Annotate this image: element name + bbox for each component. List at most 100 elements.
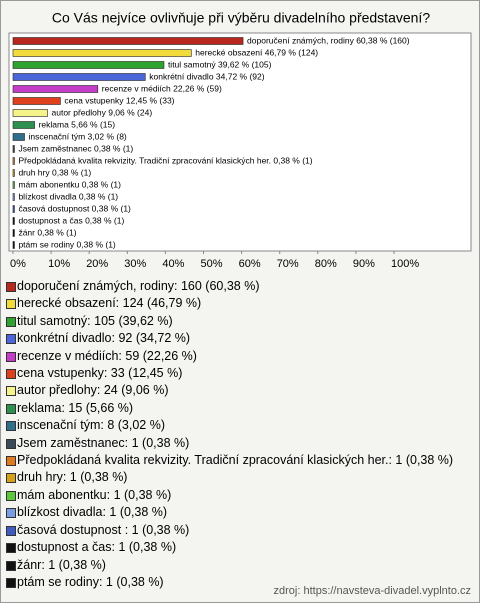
data-label: autor předlohy 9,06 % (24) [52,107,153,117]
bar [12,193,15,201]
x-tick-label: 80% [315,258,337,270]
bar [12,73,146,81]
legend-label: autor předlohy: 24 (9,06 %) [17,383,169,398]
legend-item: recenze v médiích: 59 (22,26 %) [5,348,471,365]
x-tick-label: 100% [391,258,419,270]
chart: Co Vás nejvíce ovlivňuje při výběru diva… [8,10,472,270]
bar [12,169,15,177]
x-tick-label: 30% [124,258,146,270]
data-label: mám abonentku 0,38 % (1) [18,179,121,189]
plot-frame [8,32,472,252]
legend-item: ptám se rodiny: 1 (0,38 %) [5,574,471,591]
legend-label: recenze v médiích: 59 (22,26 %) [17,348,197,363]
data-label: žánr 0,38 % (1) [18,227,76,237]
data-label: dostupnost a čas 0,38 % (1) [18,215,124,225]
legend-swatch [6,473,16,484]
legend-item: blízkost divadla: 1 (0,38 %) [5,504,471,521]
x-tick-label: 10% [48,258,70,270]
legend-swatch [6,369,16,380]
x-tick-label: 20% [86,258,108,270]
bar [12,205,15,213]
legend-item: autor předlohy: 24 (9,06 %) [5,382,471,399]
legend-swatch [6,490,16,501]
legend-label: žánr: 1 (0,38 %) [17,557,106,572]
bar [12,157,15,165]
legend-label: druh hry: 1 (0,38 %) [17,470,128,485]
bar [12,145,15,153]
bar [12,61,165,69]
data-label: reklama 5,66 % (15) [39,119,116,129]
bar [12,109,48,117]
legend-swatch [6,282,16,292]
legend-label: dostupnost a čas: 1 (0,38 %) [17,540,177,555]
x-tick-label: 50% [201,258,223,270]
x-tick-label: 40% [162,258,184,270]
legend-swatch [6,525,16,536]
x-tick-label: 60% [239,258,261,270]
legend-label: mám abonentku: 1 (0,38 %) [17,487,172,502]
bar [12,241,15,249]
data-label: doporučení známých, rodiny 60,38 % (160) [247,35,410,45]
legend-item: reklama: 15 (5,66 %) [5,400,471,417]
data-label: druh hry 0,38 % (1) [18,167,91,177]
bar [12,217,15,225]
legend-label: cena vstupenky: 33 (12,45 %) [17,366,183,381]
legend-label: reklama: 15 (5,66 %) [17,400,134,415]
legend-swatch [6,508,16,519]
data-label: konkrétní divadlo 34,72 % (92) [149,71,264,81]
legend-item: titul samotný: 105 (39,62 %) [5,313,471,330]
legend-swatch [6,543,16,554]
legend-swatch [6,438,16,449]
legend-label: blízkost divadla: 1 (0,38 %) [17,505,168,520]
legend-item: žánr: 1 (0,38 %) [5,557,471,574]
legend-label: Předpokládaná kvalita rekvizity. Tradičn… [17,453,454,468]
legend-label: doporučení známých, rodiny: 160 (60,38 %… [17,279,260,293]
legend: doporučení známých, rodiny: 160 (60,38 %… [5,278,471,591]
data-label: cena vstupenky 12,45 % (33) [64,95,174,105]
data-label: titul samotný 39,62 % (105) [168,59,272,69]
legend-item: Předpokládaná kvalita rekvizity. Tradičn… [5,452,471,469]
legend-swatch [6,577,16,588]
data-label: inscenační tým 3,02 % (8) [29,131,127,141]
legend-label: ptám se rodiny: 1 (0,38 %) [17,574,164,589]
legend-swatch [6,403,16,414]
legend-swatch [6,299,16,310]
legend-label: časová dostupnost : 1 (0,38 %) [17,522,190,537]
legend-item: cena vstupenky: 33 (12,45 %) [5,365,471,382]
legend-label: titul samotný: 105 (39,62 %) [17,313,173,328]
legend-swatch [6,560,16,571]
bar [12,37,244,45]
legend-item: herecké obsazení: 124 (46,79 %) [5,295,471,312]
chart-title: Co Vás nejvíce ovlivňuje při výběru diva… [52,10,430,26]
bar [12,229,15,237]
data-label: ptám se rodiny 0,38 % (1) [18,239,115,249]
legend-swatch [6,456,16,467]
data-label: časová dostupnost 0,38 % (1) [18,203,131,213]
legend-swatch [6,316,16,327]
legend-item: Jsem zaměstnanec: 1 (0,38 %) [5,435,471,452]
data-label: recenze v médiích 22,26 % (59) [102,83,222,93]
legend-label: konkrétní divadlo: 92 (34,72 %) [17,331,191,346]
legend-item: doporučení známých, rodiny: 160 (60,38 %… [5,278,471,295]
legend-label: herecké obsazení: 124 (46,79 %) [17,296,202,311]
x-tick-label: 0% [10,258,26,270]
legend-swatch [6,386,16,397]
legend-label: Jsem zaměstnanec: 1 (0,38 %) [17,435,190,450]
bar [12,181,15,189]
legend-swatch [6,421,16,432]
bar [12,85,99,93]
bar [12,49,192,57]
legend-label: inscenační tým: 8 (3,02 %) [17,418,165,433]
legend-item: časová dostupnost : 1 (0,38 %) [5,522,471,539]
legend-item: mám abonentku: 1 (0,38 %) [5,487,471,504]
bar [12,133,25,141]
data-label: Jsem zaměstnanec 0,38 % (1) [18,143,133,153]
legend-item: dostupnost a čas: 1 (0,38 %) [5,539,471,556]
legend-item: konkrétní divadlo: 92 (34,72 %) [5,330,471,347]
legend-swatch [6,334,16,345]
source: zdroj: https://navsteva-divadel.vyplnto.… [273,585,471,597]
bar [12,97,61,105]
legend-item: inscenační tým: 8 (3,02 %) [5,417,471,434]
x-tick-label: 90% [353,258,375,270]
